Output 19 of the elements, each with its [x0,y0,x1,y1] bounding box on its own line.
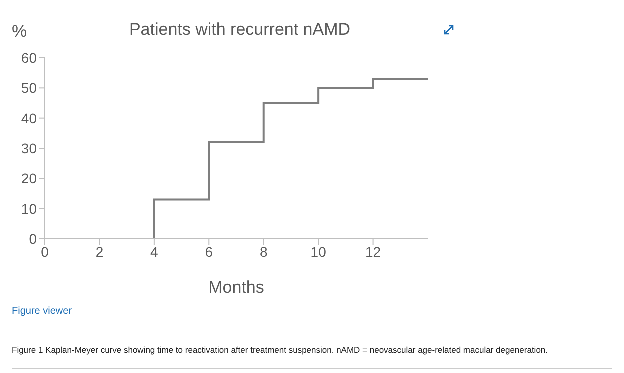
y-tick-label: 10 [21,200,38,217]
x-tick-label: 10 [310,244,327,260]
x-axis-title: Months [208,278,264,297]
x-tick-label: 2 [96,244,104,260]
chart-title: Patients with recurrent nAMD [128,20,352,40]
y-axis-title: % [12,22,28,42]
y-tick-label: 60 [21,50,38,66]
y-tick-label: 20 [21,170,38,187]
x-tick-label: 4 [150,244,159,260]
x-tick-label: 8 [260,244,268,260]
text: Figure viewer [12,306,72,317]
caption: Figure 1 Kaplan-Meyer curve showing time to reactivation after treatment suspension. nAMD = neovascular age-related macular degeneration. [12,345,550,355]
y-tick-label: 50 [21,80,38,96]
y-tick-label: 40 [21,110,38,126]
y-tick-label: 30 [21,140,38,156]
x-tick-label: 12 [365,244,382,260]
x-tick-label: 6 [205,244,214,260]
x-tick-label: 0 [41,244,50,260]
y-tick-label: 0 [29,230,38,247]
